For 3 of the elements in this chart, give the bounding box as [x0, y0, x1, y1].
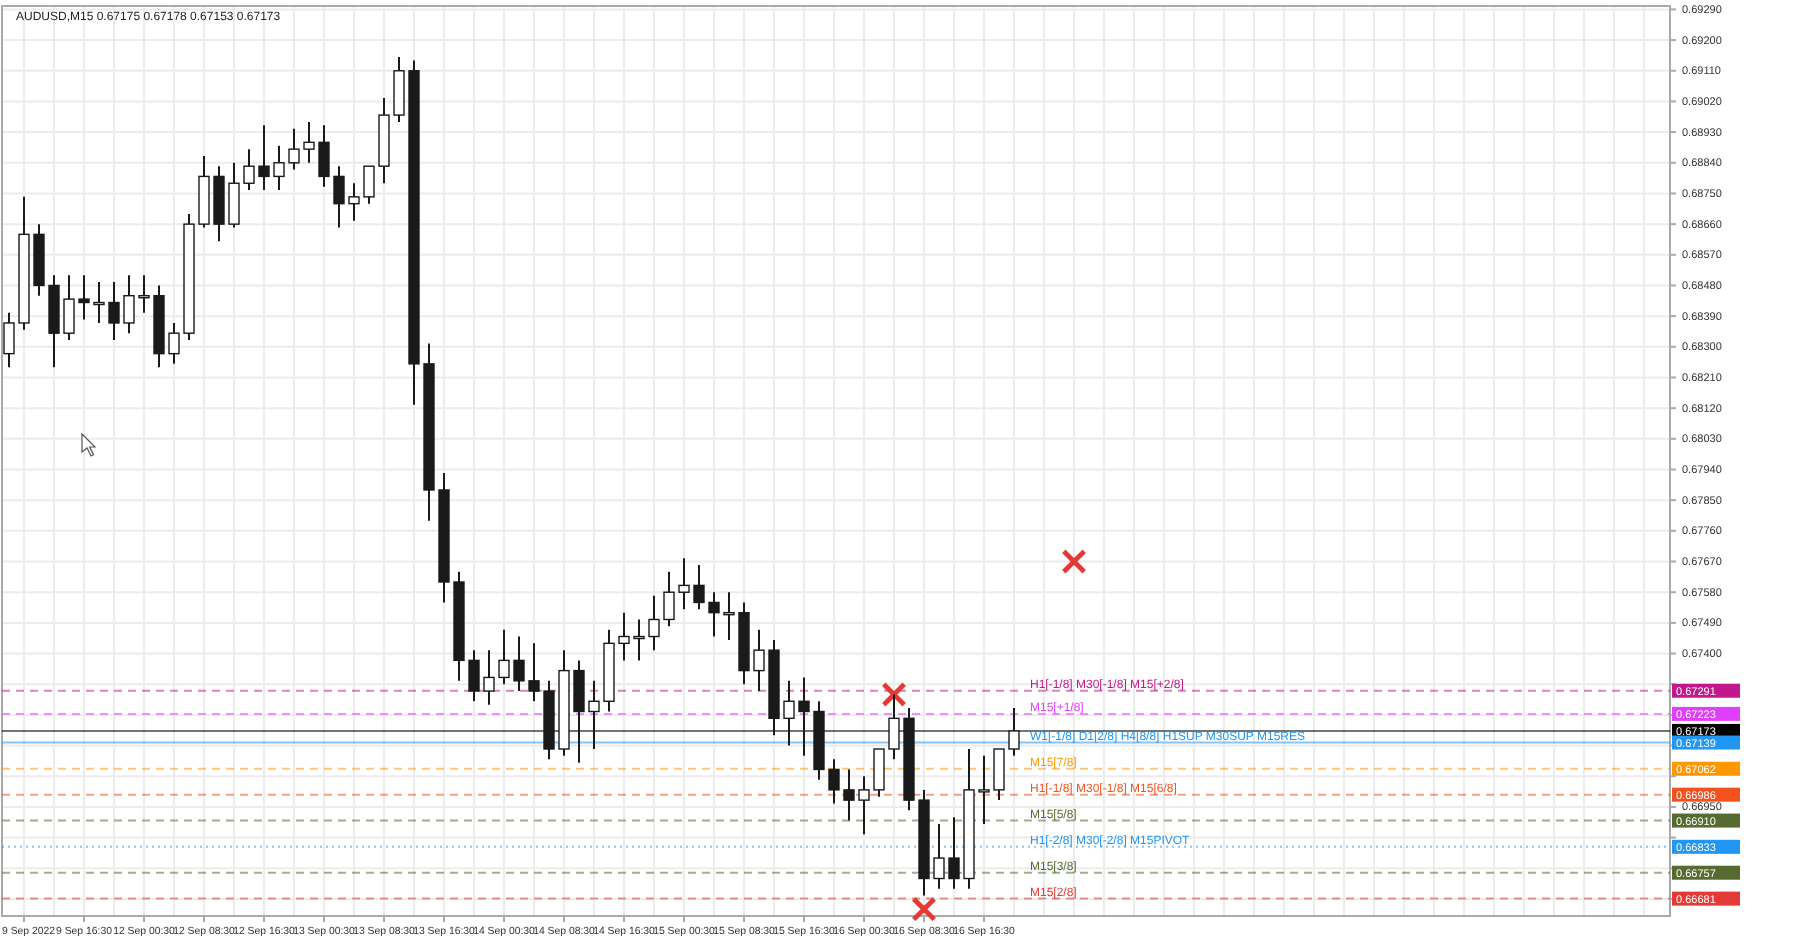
point: [881, 681, 907, 708]
point: [1061, 548, 1087, 575]
point: [911, 896, 937, 922]
